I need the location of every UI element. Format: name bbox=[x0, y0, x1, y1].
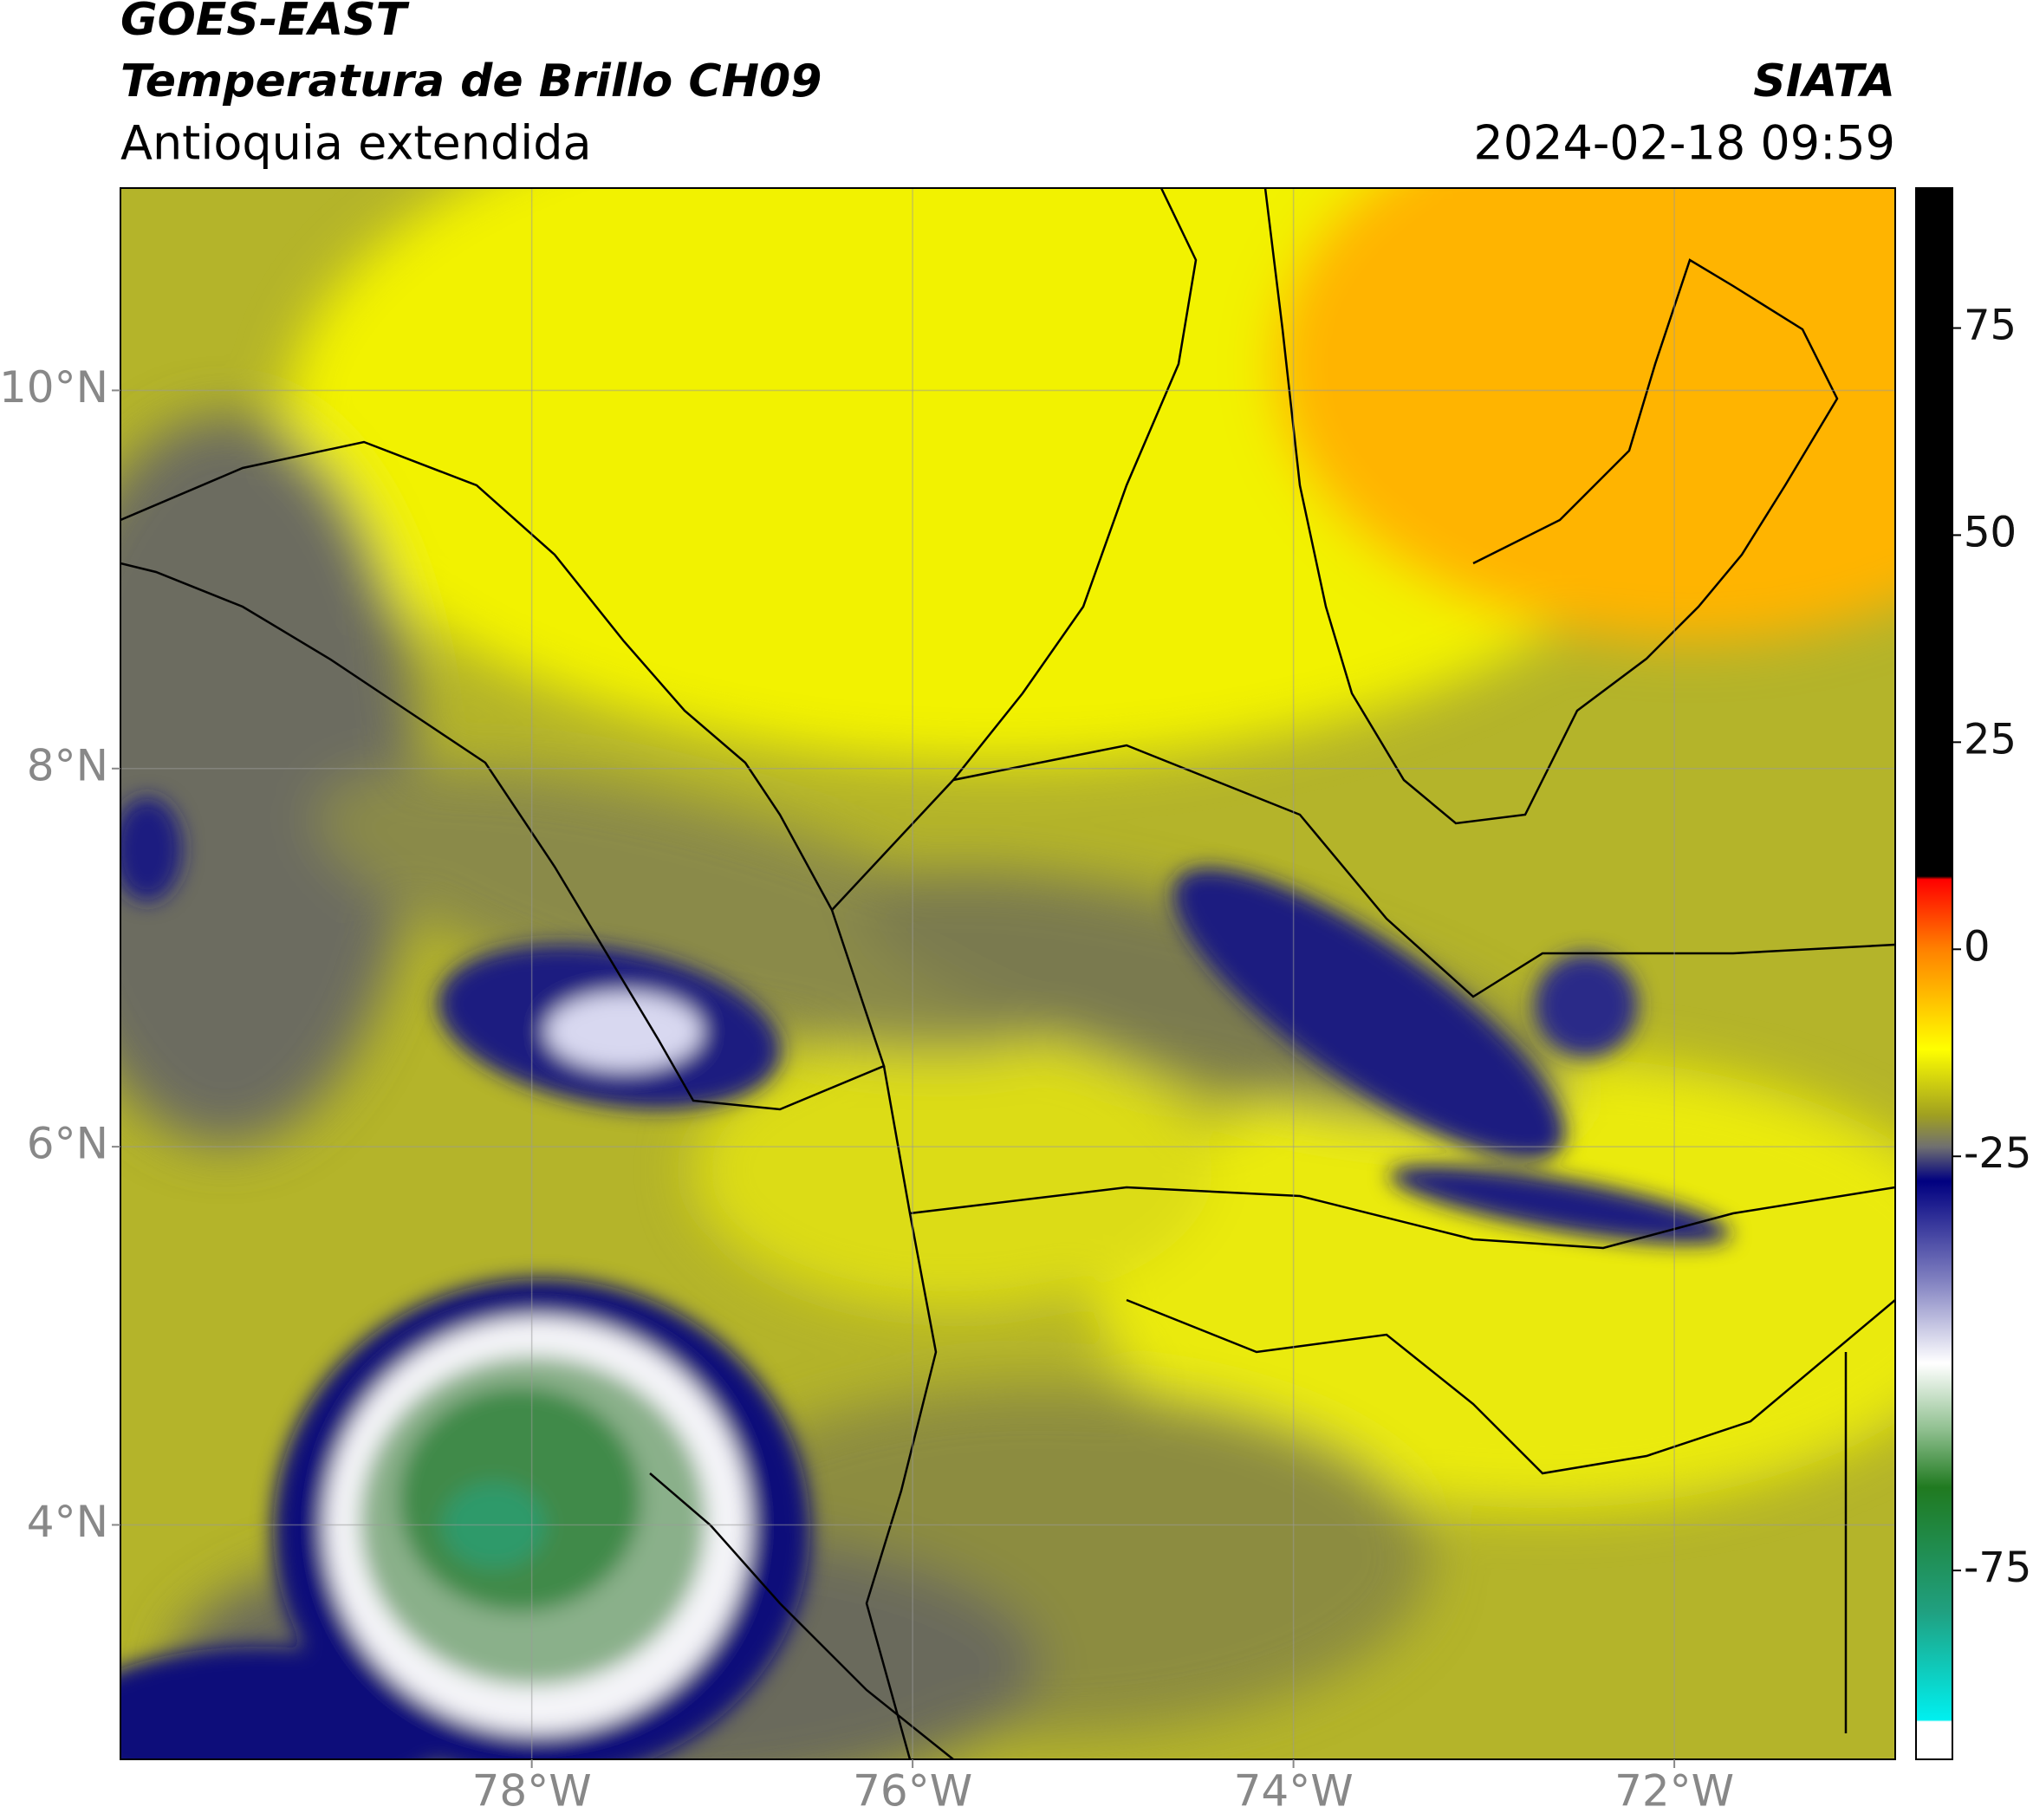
colorbar-tick-label: 0 bbox=[1964, 922, 1991, 971]
source: SIATA bbox=[1753, 55, 1895, 107]
datetime: 2024-02-18 09:59 bbox=[1473, 116, 1895, 171]
colorbar-tick-label: -75 bbox=[1964, 1544, 2031, 1592]
colorbar-tick-label: 50 bbox=[1964, 508, 2017, 556]
lat-tick-label: 6°N bbox=[27, 1119, 108, 1169]
lon-tick-label: 76°W bbox=[853, 1766, 972, 1817]
lat-tick-label: 8°N bbox=[27, 740, 108, 790]
colorbar-tick-label: 50 bbox=[1964, 508, 2017, 556]
colorbar-tick-label: -25 bbox=[1964, 1129, 2031, 1178]
map-frame bbox=[120, 187, 1896, 1760]
lon-tick-label: 78°W bbox=[472, 1766, 592, 1817]
graticule bbox=[120, 188, 1895, 1759]
colorbar-tick-label: 75 bbox=[1964, 302, 2017, 350]
lon-tick-label: 72°W bbox=[1614, 1766, 1734, 1817]
region: Antioquia extendida bbox=[120, 116, 592, 171]
lat-tick-label: 10°N bbox=[0, 362, 108, 413]
title: GOES-EAST bbox=[120, 0, 410, 46]
lat-tick-label: 4°N bbox=[27, 1497, 108, 1547]
satellite-image bbox=[120, 188, 1895, 1759]
colorbar-tick-label: 25 bbox=[1964, 715, 2017, 764]
colorbar bbox=[1915, 187, 1953, 1760]
subtitle: Temperatura de Brillo CH09 bbox=[120, 55, 822, 107]
lon-tick-label: 74°W bbox=[1234, 1766, 1354, 1817]
